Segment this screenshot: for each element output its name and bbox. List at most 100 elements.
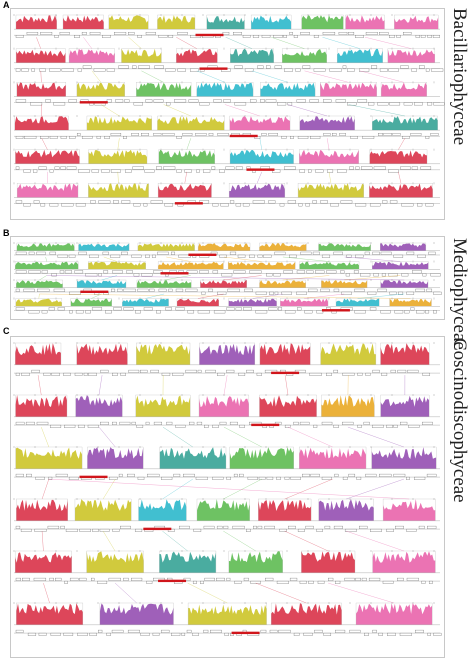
gene-box [31, 369, 40, 373]
gene-box [302, 65, 311, 69]
gene-box [15, 525, 21, 529]
lcb-block [86, 551, 144, 573]
gene-box [23, 288, 35, 292]
gene-box [266, 476, 274, 480]
gene-box [186, 629, 192, 633]
gene-box [168, 288, 173, 292]
gene-box [238, 372, 246, 376]
gene-box [106, 99, 112, 103]
lcb-block [229, 183, 285, 198]
gene-box [379, 68, 388, 72]
lcb-frame [199, 342, 256, 365]
lcb-block [299, 149, 359, 164]
gene-box [160, 629, 170, 633]
gene-box [120, 251, 128, 255]
gene-box [308, 288, 318, 292]
gene-box [342, 65, 347, 69]
gene-box [75, 310, 84, 314]
gene-box [242, 203, 250, 207]
gene-box [192, 632, 199, 636]
gene-box [390, 369, 396, 373]
gene-box [33, 169, 38, 173]
lcb-block [369, 183, 433, 198]
gene-box [55, 473, 68, 477]
gene-box [250, 580, 261, 584]
gene-box [74, 372, 83, 376]
panel-a-frame [10, 8, 445, 220]
gene-box [216, 577, 225, 581]
gene-box [15, 251, 27, 255]
gene-box [163, 166, 176, 170]
gene-box [421, 580, 426, 584]
gene-box [117, 288, 123, 292]
gene-box [133, 102, 144, 106]
gene-box [111, 288, 116, 292]
synteny-connector [41, 531, 44, 552]
gene-box [175, 307, 185, 311]
gene-box [49, 577, 54, 581]
gene-box [406, 577, 419, 581]
gene-box [272, 169, 281, 173]
synteny-connector [304, 70, 349, 83]
gene-box [394, 310, 404, 314]
gene-box [134, 528, 143, 532]
lcb-block [280, 298, 328, 307]
gene-box [348, 473, 356, 477]
lcb-block [137, 243, 195, 251]
lcb-block [157, 15, 195, 30]
gene-box [31, 68, 35, 72]
lcb-block [16, 499, 68, 521]
lcb-block [196, 82, 254, 97]
gene-box [362, 136, 375, 139]
gene-box [36, 251, 46, 255]
lcb-block [136, 280, 192, 288]
lcb-block [394, 15, 439, 30]
gene-box [216, 525, 223, 529]
gene-box [166, 421, 173, 425]
synteny-connector [259, 138, 262, 150]
gene-box [289, 254, 297, 258]
gene-box [111, 629, 124, 633]
synteny-connector [224, 256, 262, 262]
synteny-connector [223, 478, 262, 500]
gene-box [110, 133, 122, 136]
gene-box [422, 421, 433, 425]
gene-box [386, 424, 393, 428]
gene-box [287, 200, 297, 204]
gene-box [304, 310, 313, 314]
gene-box [217, 291, 227, 295]
lcb-block [372, 116, 438, 131]
gene-box [57, 307, 65, 311]
lcb-frame [380, 342, 430, 365]
gene-box [244, 68, 254, 72]
gene-box [21, 372, 30, 376]
gene-box [157, 251, 169, 255]
gene-box [49, 203, 59, 207]
gene-box [380, 251, 392, 255]
gene-box [101, 169, 110, 173]
gene-box [173, 473, 181, 477]
lcb-block [372, 551, 436, 573]
gene-box [422, 372, 431, 376]
gene-box [347, 68, 355, 72]
gene-box [99, 528, 110, 532]
synteny-connector [187, 582, 228, 604]
gene-box [364, 251, 370, 255]
lcb-block [259, 243, 307, 251]
gene-box [196, 421, 203, 425]
gene-box [433, 310, 437, 314]
gene-box [299, 580, 307, 584]
gene-box [372, 629, 377, 633]
gene-box [361, 577, 367, 581]
gene-box [357, 372, 363, 376]
lcb-block [299, 116, 355, 131]
gene-box [239, 473, 244, 477]
gene-box [39, 68, 46, 72]
synteny-connector [224, 104, 260, 117]
gene-box [261, 133, 267, 136]
gene-box [339, 133, 346, 136]
gene-box [401, 203, 414, 207]
lcb-block [321, 280, 368, 288]
gene-box [41, 270, 48, 274]
gene-box [121, 200, 131, 204]
